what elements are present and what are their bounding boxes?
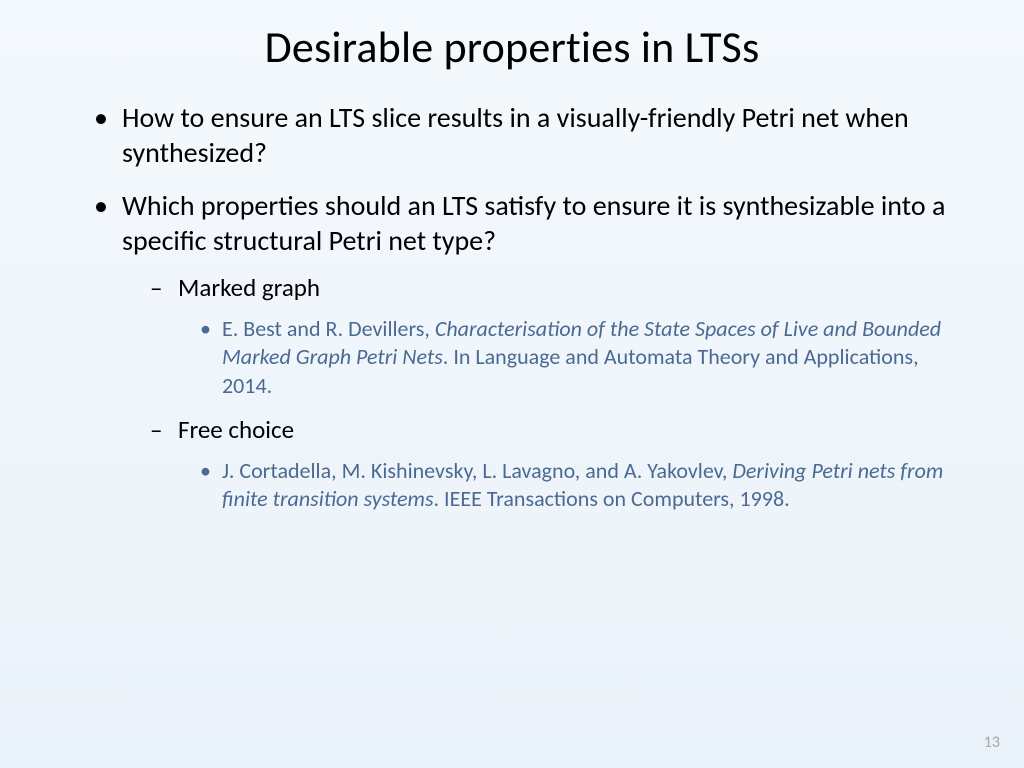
bullet-item: Which properties should an LTS satisfy t… — [94, 188, 964, 514]
reference-item: E. Best and R. Devillers, Characterisati… — [200, 315, 964, 401]
bullet-list-level1: How to ensure an LTS slice results in a … — [94, 100, 964, 514]
bullet-sub-text: Free choice — [178, 414, 294, 445]
reference-venue: . IEEE Transactions on Computers, 1998. — [434, 485, 790, 512]
page-number: 13 — [984, 733, 1000, 752]
bullet-item: How to ensure an LTS slice results in a … — [94, 100, 964, 170]
reference-authors: J. Cortadella, M. Kishinevsky, L. Lavagn… — [222, 457, 732, 484]
slide-content: How to ensure an LTS slice results in a … — [0, 100, 1024, 514]
bullet-list-level2: Marked graph E. Best and R. Devillers, C… — [122, 272, 964, 514]
bullet-sub-item: Marked graph E. Best and R. Devillers, C… — [150, 272, 964, 400]
slide: Desirable properties in LTSs How to ensu… — [0, 0, 1024, 768]
reference-authors: E. Best and R. Devillers, — [222, 315, 435, 342]
slide-title: Desirable properties in LTSs — [0, 20, 1024, 74]
bullet-sub-item: Free choice J. Cortadella, M. Kishinevsk… — [150, 414, 964, 514]
bullet-text: Which properties should an LTS satisfy t… — [122, 188, 945, 258]
bullet-text: How to ensure an LTS slice results in a … — [122, 100, 909, 170]
reference-item: J. Cortadella, M. Kishinevsky, L. Lavagn… — [200, 457, 964, 514]
bullet-sub-text: Marked graph — [178, 272, 320, 303]
bullet-list-level3: J. Cortadella, M. Kishinevsky, L. Lavagn… — [178, 457, 964, 514]
bullet-list-level3: E. Best and R. Devillers, Characterisati… — [178, 315, 964, 401]
